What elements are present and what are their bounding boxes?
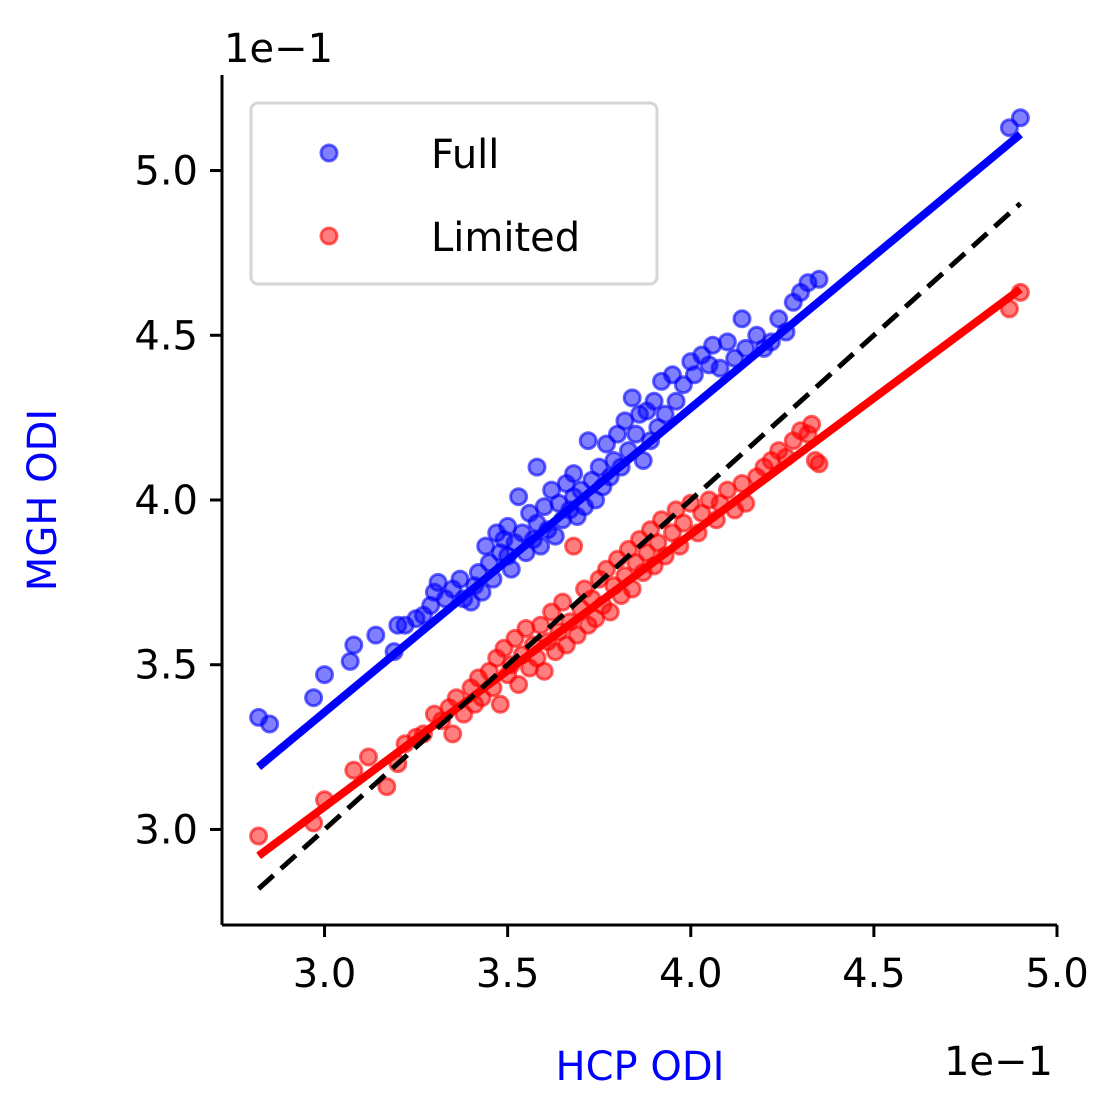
legend-marker-full <box>319 143 339 163</box>
y-tick-label-1: 3.5 <box>134 643 198 689</box>
point-full-39 <box>527 457 547 477</box>
point-full-3 <box>315 665 334 685</box>
fit-line-limited <box>256 285 1023 860</box>
legend-marker-limited <box>319 226 339 246</box>
point-limited-13 <box>443 724 463 744</box>
point-limited-40 <box>553 592 573 612</box>
fit-line-full <box>256 131 1023 770</box>
y-tick-label-4: 5.0 <box>134 149 198 195</box>
point-full-2 <box>304 688 324 708</box>
point-limited-23 <box>490 694 510 714</box>
point-full-77 <box>666 391 686 411</box>
x-tick-label-0: 3.0 <box>293 951 357 997</box>
x-axis-title: HCP ODI <box>556 1044 725 1090</box>
point-full-87 <box>732 309 752 329</box>
point-limited-28 <box>509 675 529 694</box>
x-tick-label-3: 4.5 <box>842 951 906 997</box>
y-axis-title: MGH ODI <box>20 409 66 591</box>
y-offset-label: 1e−1 <box>224 26 333 72</box>
point-full-88 <box>736 338 756 358</box>
fit-layer <box>256 131 1023 891</box>
point-limited-53 <box>600 602 620 622</box>
legend-label-limited: Limited <box>431 215 580 261</box>
point-full-44 <box>545 526 565 546</box>
legend-box <box>249 101 659 286</box>
point-limited-93 <box>802 414 822 434</box>
x-tick-label-2: 4.0 <box>659 951 723 997</box>
axes-layer: 3.0 3.5 4.0 4.5 5.0 3.0 3.5 4.0 4.5 5.0 <box>134 75 1089 997</box>
point-limited-3 <box>344 760 364 780</box>
point-full-84 <box>710 358 730 378</box>
point-full-54 <box>578 431 598 451</box>
x-offset-label: 1e−1 <box>944 1039 1053 1085</box>
point-full-80 <box>684 365 704 385</box>
y-tick-label-3: 4.5 <box>134 313 198 359</box>
point-limited-5 <box>377 777 397 797</box>
y-tick-label-0: 3.0 <box>134 807 198 853</box>
point-full-72 <box>644 391 664 411</box>
point-limited-43 <box>564 536 584 556</box>
point-full-1 <box>260 714 280 734</box>
point-full-6 <box>366 625 386 645</box>
point-limited-4 <box>359 747 378 767</box>
x-tick-label-1: 3.5 <box>476 951 540 997</box>
legend-label-full: Full <box>431 132 499 178</box>
point-full-99 <box>1010 108 1030 128</box>
point-full-33 <box>509 487 529 507</box>
x-tick-label-4: 5.0 <box>1025 951 1089 997</box>
point-full-85 <box>717 332 737 352</box>
point-limited-72 <box>673 513 693 533</box>
point-full-97 <box>809 269 829 289</box>
point-limited-35 <box>534 661 554 681</box>
point-full-50 <box>564 464 584 484</box>
point-limited-0 <box>249 826 269 846</box>
y-tick-label-2: 4.0 <box>134 478 198 524</box>
legend: Full Limited <box>249 101 659 286</box>
point-limited-92 <box>809 454 829 474</box>
point-full-75 <box>655 404 675 424</box>
point-full-40 <box>531 536 551 556</box>
point-full-5 <box>344 635 364 655</box>
point-full-66 <box>622 388 642 408</box>
point-full-4 <box>340 651 360 671</box>
identity-line <box>256 201 1023 891</box>
